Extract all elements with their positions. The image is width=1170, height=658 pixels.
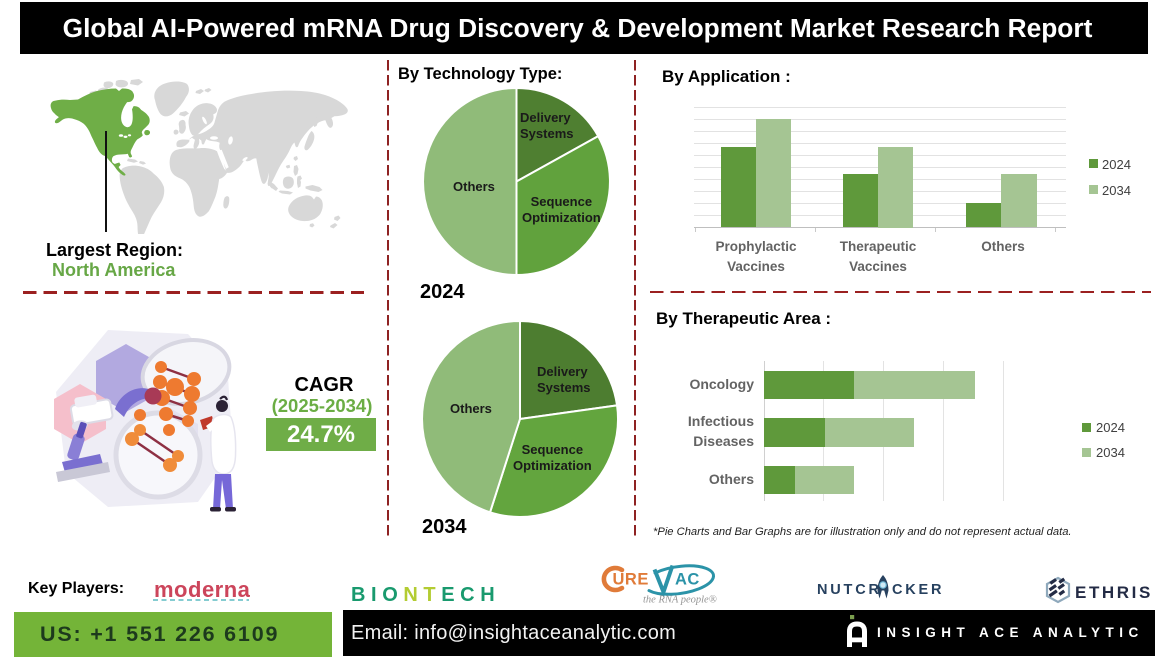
svg-text:ETHRIS: ETHRIS	[1075, 583, 1153, 602]
svg-text:the RNA people®: the RNA people®	[643, 595, 717, 606]
svg-text:CKER: CKER	[892, 582, 944, 598]
svg-text:NUTCR: NUTCR	[817, 582, 882, 598]
svg-text:AC: AC	[675, 571, 700, 589]
svg-text:URE: URE	[613, 571, 649, 589]
